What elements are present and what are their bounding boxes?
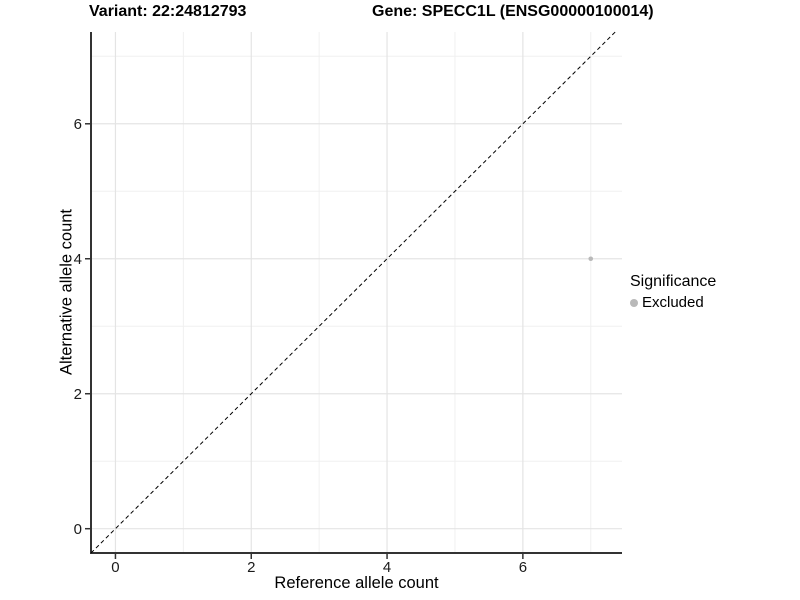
y-tick-label: 2: [74, 386, 82, 403]
plot-title-variant: Variant: 22:24812793: [89, 3, 247, 20]
x-axis-title: Reference allele count: [274, 574, 439, 592]
x-tick-label: 6: [519, 559, 527, 576]
legend: Significance Excluded: [630, 272, 716, 311]
x-tick-label: 4: [383, 559, 391, 576]
legend-item-excluded: Excluded: [630, 294, 716, 311]
legend-title: Significance: [630, 273, 717, 290]
excluded-point-swatch-icon: [630, 298, 638, 307]
legend-item-label: Excluded: [642, 294, 704, 311]
x-tick-label: 2: [247, 559, 255, 576]
y-axis-title: Alternative allele count: [57, 208, 76, 376]
x-tick-label: 0: [111, 559, 119, 576]
y-tick-label: 0: [74, 521, 82, 538]
plot-title-gene: Gene: SPECC1L (ENSG00000100014): [372, 3, 654, 20]
y-tick-label: 6: [74, 116, 82, 133]
y-tick-label: 4: [74, 251, 82, 268]
data-point: [588, 256, 594, 262]
identity-dashed-line: [90, 31, 616, 554]
